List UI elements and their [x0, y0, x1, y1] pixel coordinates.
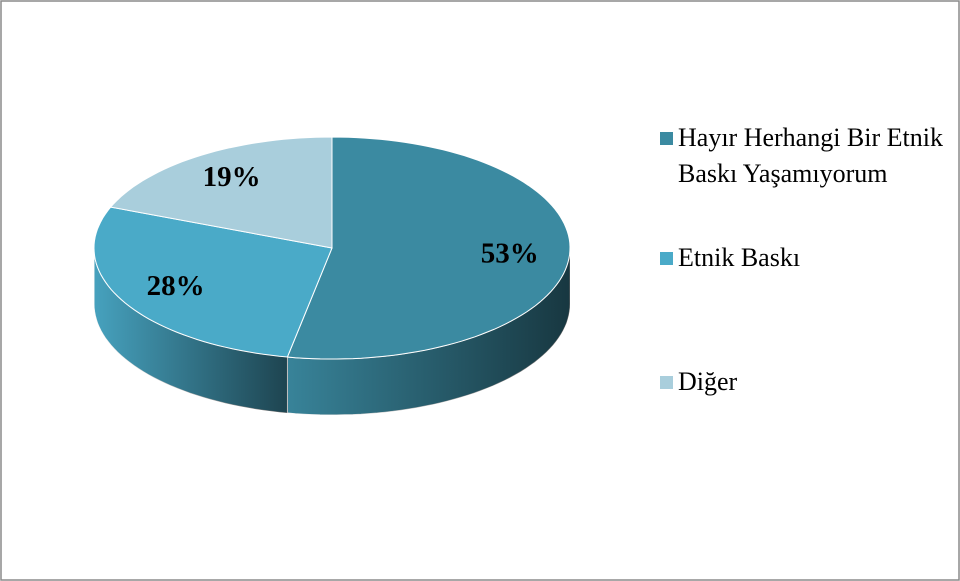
legend-label: Etnik Baskı	[678, 243, 801, 272]
slice	[93, 206, 333, 358]
data-label: 28%	[147, 270, 205, 302]
slice	[109, 136, 333, 249]
legend-item: Hayır Herhangi Bir Etnik Baskı Yaşamıyor…	[660, 120, 948, 192]
slice-side-shade	[287, 248, 570, 415]
data-label: 53%	[481, 237, 539, 269]
legend-swatch	[660, 376, 673, 389]
legend-label: Diğer	[678, 367, 738, 396]
legend-swatch	[660, 132, 673, 145]
legend-item: Diğer	[660, 364, 948, 400]
slice	[286, 136, 571, 360]
legend-label: Hayır Herhangi Bir Etnik Baskı Yaşamıyor…	[678, 123, 943, 188]
slice-side-shade	[94, 248, 288, 413]
legend-item: Etnik Baskı	[660, 240, 948, 276]
data-label: 19%	[203, 161, 261, 193]
legend-swatch	[660, 252, 673, 265]
